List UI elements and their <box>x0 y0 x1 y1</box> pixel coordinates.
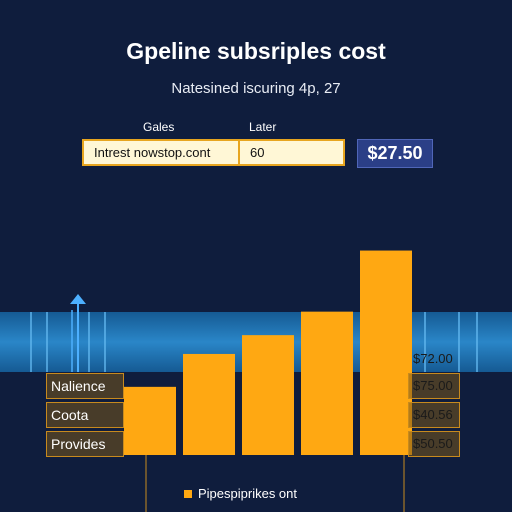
band-stripe <box>88 312 90 372</box>
bar-1 <box>183 353 235 455</box>
chart-title: Gpeline subsriples cost <box>126 38 386 64</box>
row-label-provides: Provides <box>46 431 124 457</box>
interest-input[interactable]: Intrest nowstop.cont <box>82 139 240 166</box>
band-value-label: $72.00 <box>413 351 453 366</box>
band-stripe <box>458 312 460 372</box>
band-stripe <box>104 312 106 372</box>
bar-3 <box>301 311 353 455</box>
bars <box>124 250 412 455</box>
legend-label: Pipespiprikes ont <box>198 486 297 501</box>
later-input[interactable]: 60 <box>238 139 345 166</box>
row-value-coota: $40.56 <box>408 402 460 428</box>
bar-2 <box>242 335 294 455</box>
band-stripe <box>476 312 478 372</box>
row-value-nalience: $75.00 <box>408 373 460 399</box>
legend-swatch <box>184 489 192 498</box>
price-badge: $27.50 <box>357 139 433 168</box>
row-label-nalience: Nalience <box>46 373 124 399</box>
chart-subtitle: Natesined iscuring 4p, 27 <box>171 80 341 97</box>
row-value-provides: $50.50 <box>408 431 460 457</box>
band-stripe <box>424 312 426 372</box>
row-label-coota: Coota <box>46 402 124 428</box>
bar-4 <box>360 250 412 455</box>
up-arrow-icon <box>70 294 86 372</box>
column-label-gales: Gales <box>143 120 175 134</box>
band-stripe <box>46 312 48 372</box>
band-stripe <box>30 312 32 372</box>
chart-legend: Pipespiprikes ont <box>184 486 297 501</box>
column-label-later: Later <box>249 120 277 134</box>
bar-0 <box>124 386 176 455</box>
